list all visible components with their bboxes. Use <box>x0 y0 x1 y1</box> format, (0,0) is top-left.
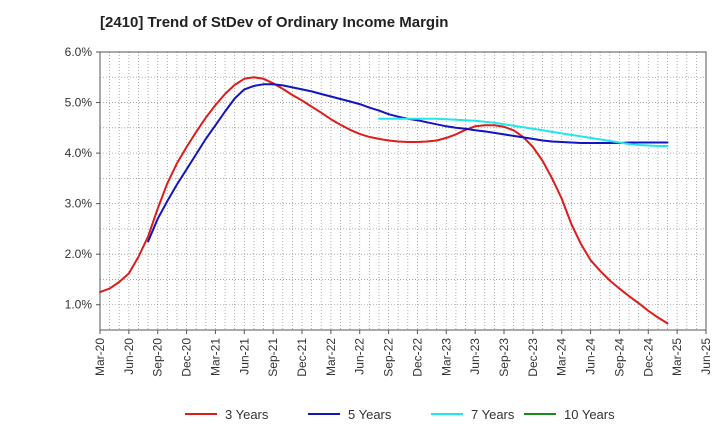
y-tick-label: 3.0% <box>65 197 93 211</box>
plot-frame <box>99 51 707 331</box>
y-tick-label: 5.0% <box>65 96 93 110</box>
legend-label: 7 Years <box>471 407 515 422</box>
series-lines <box>99 76 669 325</box>
legend: 3 Years 5 Years 7 Years 10 Years <box>185 407 615 422</box>
x-tick-label: Mar-25 <box>670 338 684 376</box>
x-tick-label: Jun-25 <box>699 338 713 375</box>
chart-title: [2410] Trend of StDev of Ordinary Income… <box>100 14 449 31</box>
legend-label: 5 Years <box>348 407 392 422</box>
y-tick-label: 1.0% <box>65 298 93 312</box>
y-axis: 1.0% 2.0% 3.0% 4.0% 5.0% 6.0% <box>65 45 100 312</box>
x-axis: Mar-20 Jun-20 Sep-20 Dec-20 Mar-21 Jun-21 Sep-… <box>93 330 713 377</box>
x-tick-label: Sep-24 <box>612 338 626 377</box>
x-tick-label: Dec-23 <box>526 338 540 377</box>
grid-lines <box>100 52 706 330</box>
x-tick-label: Sep-20 <box>151 338 165 377</box>
x-tick-label: Dec-22 <box>410 338 424 377</box>
x-tick-label: Dec-21 <box>295 338 309 377</box>
x-tick-label: Mar-24 <box>555 338 569 376</box>
x-tick-label: Jun-21 <box>237 338 251 375</box>
x-tick-label: Jun-22 <box>353 338 367 375</box>
x-tick-label: Dec-24 <box>641 338 655 377</box>
x-tick-label: Sep-22 <box>382 338 396 377</box>
series-line <box>378 117 669 147</box>
x-tick-label: Jun-20 <box>122 338 136 375</box>
y-tick-label: 4.0% <box>65 146 93 160</box>
legend-label: 10 Years <box>564 407 615 422</box>
x-tick-label: Mar-20 <box>93 338 107 376</box>
x-tick-label: Sep-21 <box>266 338 280 377</box>
legend-label: 3 Years <box>225 407 269 422</box>
x-tick-label: Sep-23 <box>497 338 511 377</box>
x-tick-label: Mar-22 <box>324 338 338 376</box>
x-tick-label: Jun-23 <box>468 338 482 375</box>
y-tick-label: 2.0% <box>65 247 93 261</box>
x-tick-label: Mar-21 <box>208 338 222 376</box>
x-tick-label: Dec-20 <box>180 338 194 377</box>
series-line <box>99 76 669 325</box>
x-tick-label: Mar-23 <box>439 338 453 376</box>
y-tick-label: 6.0% <box>65 45 93 59</box>
x-tick-label: Jun-24 <box>584 338 598 375</box>
